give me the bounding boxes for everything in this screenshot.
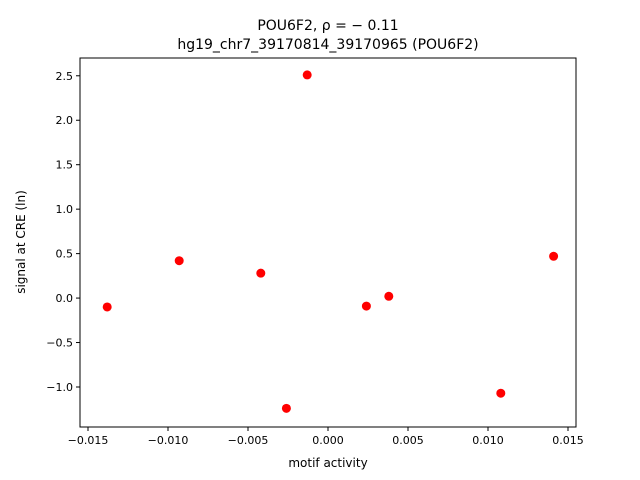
x-tick-label: 0.010 [472, 434, 504, 447]
scatter-point [174, 256, 184, 266]
x-tick-label: −0.010 [148, 434, 189, 447]
y-axis-label: signal at CRE (ln) [14, 190, 28, 294]
y-axis-ticks: −1.0 −0.5 0.0 0.5 1.0 1.5 2.0 2.5 [46, 70, 80, 394]
plot-area-frame [79, 57, 577, 428]
chart-title-line2: hg19_chr7_39170814_39170965 (POU6F2) [177, 37, 478, 53]
chart-title-line1: POU6F2, ρ = − 0.11 [257, 18, 398, 34]
x-tick-label: −0.005 [228, 434, 269, 447]
scatter-point [102, 302, 112, 312]
data-points [102, 70, 559, 413]
y-tick-label: −1.0 [46, 381, 73, 394]
y-tick-label: 0.0 [56, 292, 74, 305]
x-tick-label: 0.005 [392, 434, 424, 447]
y-tick-label: 0.5 [56, 248, 74, 261]
scatter-point [496, 388, 506, 398]
y-tick-label: 1.5 [56, 159, 74, 172]
x-tick-label: 0.000 [312, 434, 344, 447]
scatter-point [361, 301, 371, 311]
y-tick-label: 2.0 [56, 114, 74, 127]
y-tick-label: 1.0 [56, 203, 74, 216]
scatter-point [302, 70, 312, 80]
y-tick-label: 2.5 [56, 70, 74, 83]
x-axis-ticks: −0.015 −0.010 −0.005 0.000 0.005 0.010 0.015 [68, 427, 584, 447]
scatter-point [281, 403, 291, 413]
x-tick-label: 0.015 [552, 434, 584, 447]
y-tick-label: −0.5 [46, 337, 73, 350]
x-axis-label: motif activity [288, 456, 367, 470]
scatter-point [384, 291, 394, 301]
scatter-point [549, 251, 559, 261]
x-tick-label: −0.015 [68, 434, 109, 447]
scatter-point [256, 268, 266, 278]
